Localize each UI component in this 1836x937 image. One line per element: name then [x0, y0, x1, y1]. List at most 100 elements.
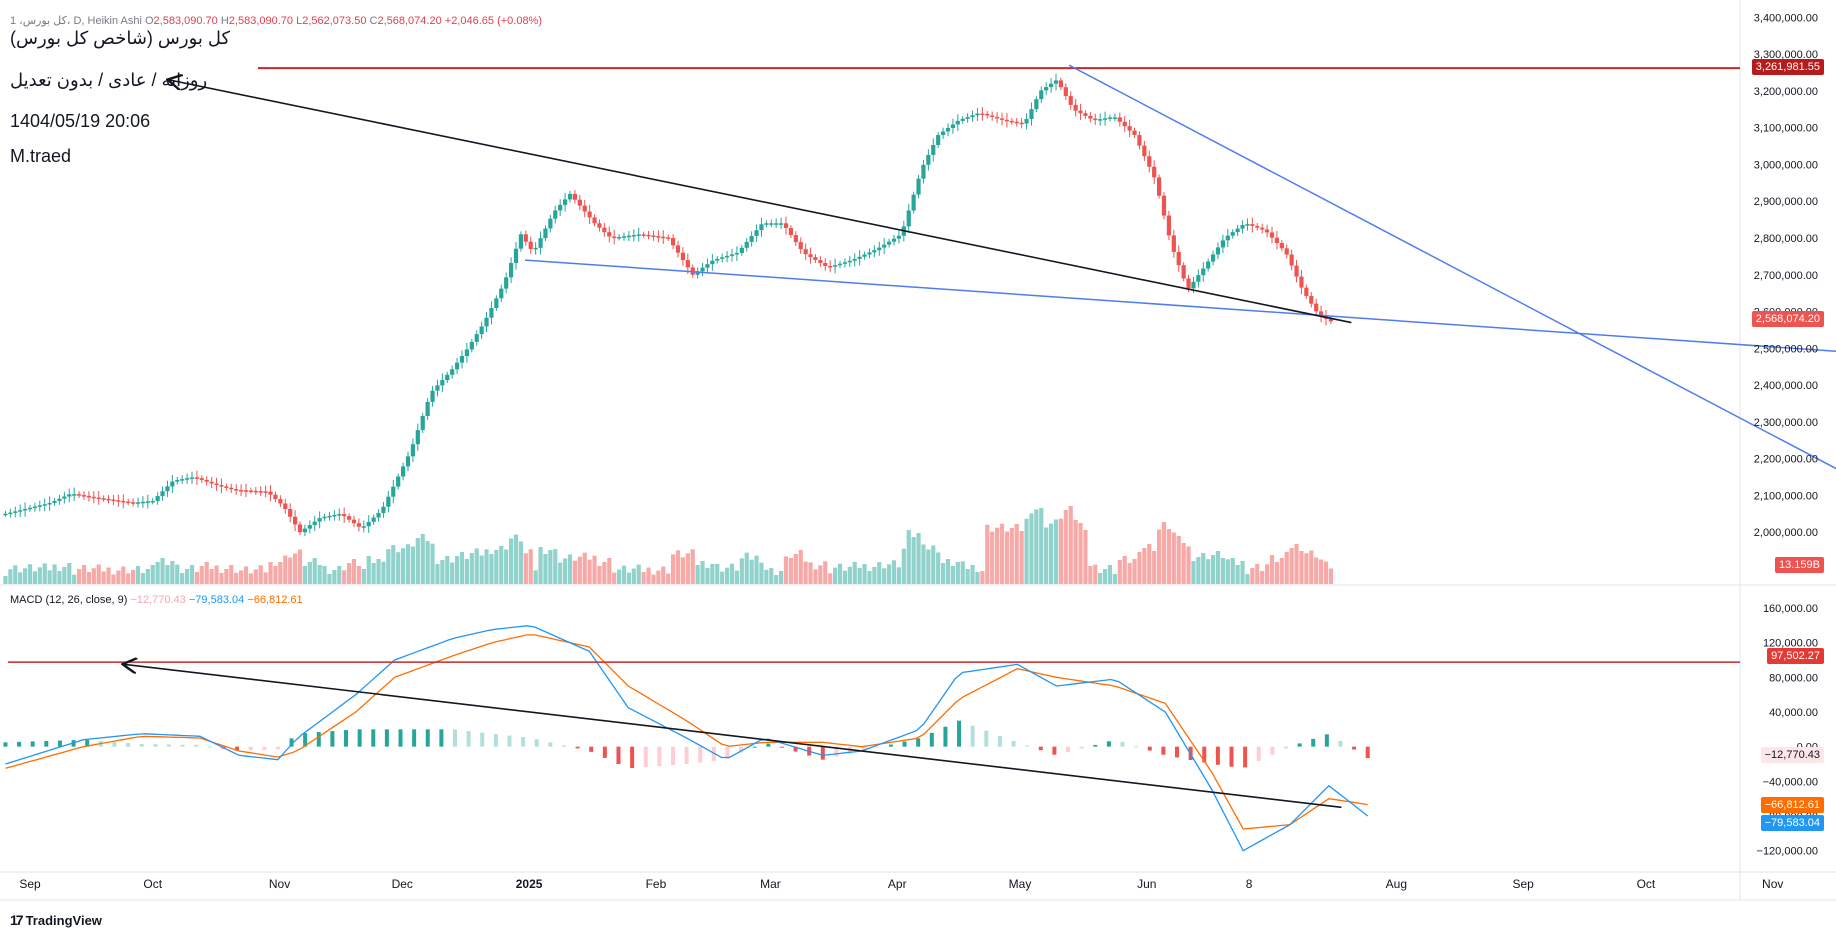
histogram-bar — [1106, 741, 1111, 747]
volume-bar — [1323, 561, 1329, 584]
time-tick-label: Nov — [1762, 877, 1783, 891]
candle-body — [872, 250, 877, 253]
candle-body — [720, 257, 725, 259]
volume-bar — [302, 566, 308, 584]
volume-bar — [1318, 559, 1324, 584]
volume-bar — [567, 554, 573, 584]
candle-body — [631, 235, 636, 237]
macd-legend-macd: −79,583.04 — [188, 594, 245, 606]
candle-body — [931, 144, 936, 155]
candle-body — [1156, 177, 1162, 196]
candle-body — [27, 507, 33, 510]
candle-body — [803, 249, 808, 255]
resistance-price-badge: 3,261,981.55 — [1751, 59, 1824, 75]
candle-body — [587, 211, 592, 218]
histogram-bar — [289, 738, 294, 747]
candle-body — [160, 491, 165, 497]
volume-bar — [837, 563, 843, 584]
macd-histogram — [3, 625, 1370, 852]
price-tick-label: 3,200,000.00 — [1754, 86, 1818, 98]
volume-bar — [749, 559, 754, 584]
histogram-bar — [834, 746, 839, 757]
candle-body — [567, 193, 573, 200]
histogram-bar — [425, 729, 430, 747]
histogram-bar — [357, 729, 362, 747]
candle-body — [410, 444, 416, 457]
candle-body — [680, 252, 686, 261]
macd-line — [5, 625, 1369, 852]
candle-body — [1137, 135, 1142, 146]
candle-body — [170, 481, 175, 487]
volume-bar — [700, 561, 705, 584]
volume-bar — [420, 534, 425, 584]
volume-bar — [126, 573, 131, 584]
candle-body — [1284, 248, 1289, 255]
candle-body — [695, 271, 700, 275]
candle-body — [749, 236, 754, 242]
candle-body — [1102, 118, 1108, 120]
candle-body — [558, 204, 563, 211]
candle-body — [504, 277, 509, 289]
candle-body — [42, 504, 47, 506]
histogram-bar — [412, 729, 417, 747]
candle-body — [960, 118, 965, 121]
volume-bar — [1255, 564, 1260, 584]
candle-body — [499, 288, 504, 299]
candle-body — [1024, 119, 1029, 124]
macd-tick-label: −120,000.00 — [1757, 846, 1818, 858]
histogram-bar — [1297, 743, 1302, 747]
candle-body — [243, 490, 249, 492]
volume-bar — [361, 569, 366, 584]
histogram-bar — [561, 745, 566, 747]
volume-bar — [1078, 523, 1083, 584]
volume-bar — [194, 572, 200, 584]
volume-bar — [474, 548, 479, 584]
candle-body — [346, 516, 352, 520]
candle-body — [1235, 228, 1240, 233]
volume-bar — [52, 564, 57, 584]
candle-body — [1191, 281, 1196, 289]
candle-body — [710, 260, 715, 265]
volume-bar — [558, 562, 563, 584]
volume-bar — [332, 570, 337, 584]
change-value: +2,046.65 (+0.08%) — [444, 15, 543, 27]
candle-body — [366, 521, 371, 527]
volume-bar — [980, 571, 985, 584]
candle-body — [867, 252, 872, 255]
volume-bar — [921, 544, 926, 584]
candle-body — [656, 236, 661, 238]
volume-bar — [538, 547, 543, 584]
volume-bar — [62, 567, 67, 584]
volume-bar — [322, 566, 327, 584]
signal-line — [5, 634, 1368, 830]
histogram-bar — [548, 742, 553, 747]
volume-bar — [832, 567, 838, 584]
candle-body — [396, 476, 401, 487]
volume-bar — [1264, 564, 1270, 584]
candle-body — [666, 237, 671, 239]
candle-body — [980, 113, 985, 116]
volume-bar — [607, 558, 612, 584]
candle-body — [1127, 126, 1132, 131]
histogram-bar — [262, 746, 267, 750]
candle-body — [150, 500, 155, 503]
volume-bar — [724, 567, 730, 584]
candle-body — [572, 193, 578, 200]
histogram-bar — [235, 746, 240, 751]
open-label: O — [144, 15, 154, 27]
candle-body — [1034, 99, 1039, 110]
volume-bar — [1107, 565, 1113, 584]
candle-body — [891, 238, 897, 242]
candle-body — [386, 496, 391, 507]
candle-body — [140, 501, 146, 504]
candle-body — [297, 524, 303, 533]
volume-bar — [533, 570, 538, 584]
volume-bar — [1034, 509, 1039, 584]
tradingview-brand[interactable]: 17 TradingView — [10, 912, 102, 928]
x-axis: Sep Oct Nov Dec 2025 Feb Mar Apr May Jun 8 Aug Sep Oc… — [19, 877, 1783, 891]
candle-body — [302, 528, 308, 533]
candle-body — [1201, 268, 1206, 276]
volume-bar — [22, 568, 28, 584]
volume-bar — [548, 550, 553, 584]
histogram-bar — [575, 746, 580, 749]
